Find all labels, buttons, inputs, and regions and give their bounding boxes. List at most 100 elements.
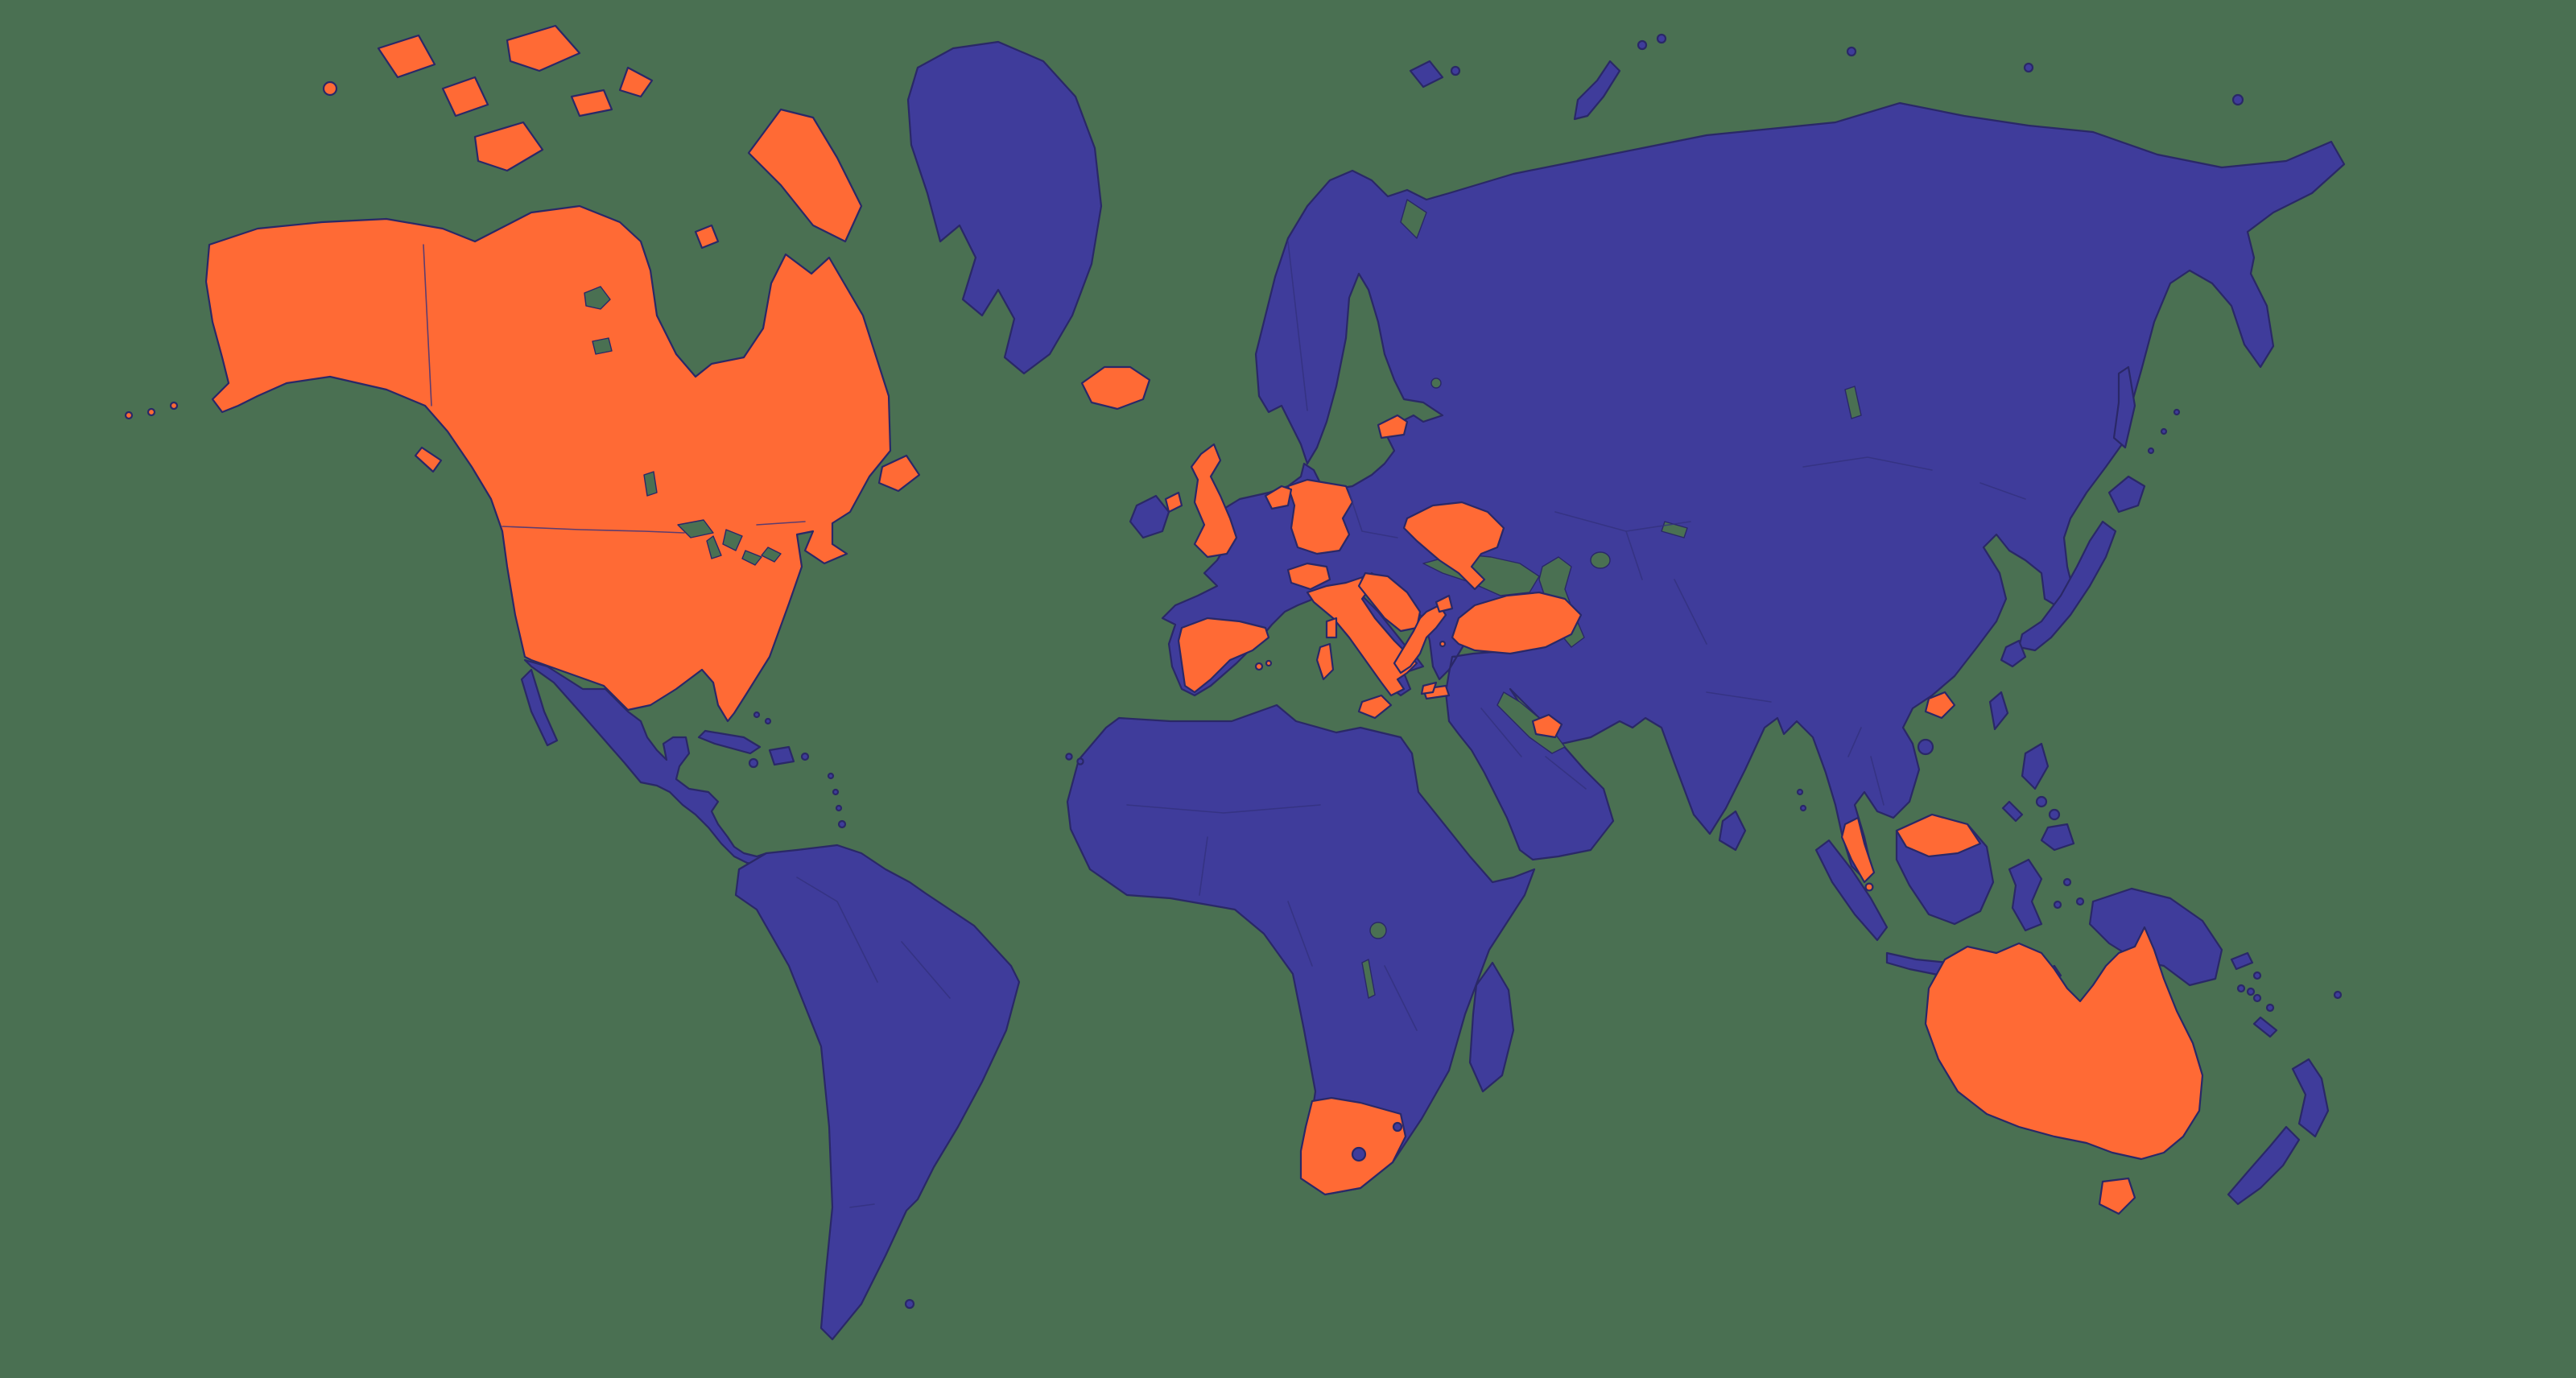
lake-winnipeg bbox=[643, 471, 658, 497]
region-svalbard bbox=[1409, 60, 1444, 89]
region-netherlands bbox=[1264, 485, 1293, 510]
region-africa bbox=[1066, 703, 1536, 1196]
region-taiwan bbox=[1988, 691, 2009, 731]
region-kuril-3 bbox=[2173, 408, 2181, 416]
great-slave-lake bbox=[592, 337, 613, 355]
region-fiji bbox=[2333, 990, 2343, 1000]
region-arctic-islet-3 bbox=[1846, 46, 1857, 57]
lake-ladoga bbox=[1430, 378, 1442, 389]
region-usa-canada bbox=[204, 204, 892, 723]
aral-sea bbox=[1590, 551, 1611, 569]
region-new-zealand-south bbox=[2227, 1125, 2301, 1206]
region-iceland bbox=[1080, 365, 1151, 411]
region-kuril-2 bbox=[2160, 427, 2168, 435]
region-vancouver-island bbox=[414, 446, 443, 473]
region-aleutian-1 bbox=[169, 401, 179, 411]
region-arctic-islet-1 bbox=[1637, 39, 1648, 51]
border-se-asia bbox=[1847, 727, 1885, 806]
region-antilles-1 bbox=[827, 772, 835, 780]
region-maluku-2 bbox=[2075, 897, 2085, 906]
white-sea bbox=[1400, 199, 1427, 239]
region-australia bbox=[1924, 926, 2204, 1161]
region-cuba bbox=[697, 729, 762, 755]
region-solomon-3 bbox=[2265, 1003, 2275, 1013]
region-bahamas-1 bbox=[753, 711, 761, 719]
region-solomon-1 bbox=[2236, 984, 2246, 993]
region-solomon-2 bbox=[2252, 993, 2262, 1003]
region-hong-kong bbox=[1924, 691, 1956, 720]
persian-gulf bbox=[1496, 691, 1566, 754]
region-novaya-zemlya bbox=[1573, 60, 1621, 121]
region-honshu bbox=[2017, 520, 2117, 652]
region-eswatini bbox=[1392, 1121, 1403, 1133]
border-scandinavia bbox=[1287, 241, 1308, 411]
border-central-asia bbox=[1554, 456, 2026, 703]
region-arctic-island-west bbox=[377, 34, 436, 79]
region-new-britain bbox=[2230, 951, 2254, 971]
region-vanuatu-1 bbox=[2246, 987, 2256, 996]
region-ireland bbox=[1129, 494, 1170, 539]
region-turkey-thrace bbox=[1435, 594, 1454, 613]
lake-huron bbox=[722, 529, 743, 551]
border-middle-east bbox=[1480, 708, 1587, 790]
region-svalbard-islet bbox=[1450, 65, 1461, 76]
border-south-america bbox=[796, 877, 951, 1208]
region-visayas-2 bbox=[2048, 808, 2061, 821]
region-great-britain bbox=[1190, 443, 1238, 559]
region-cyprus bbox=[1420, 681, 1438, 695]
region-hokkaido bbox=[2107, 475, 2146, 514]
region-baja-california bbox=[520, 668, 559, 747]
region-andaman-2 bbox=[1799, 804, 1807, 812]
region-victoria-island bbox=[473, 121, 544, 172]
region-malaysia-peninsula bbox=[1840, 816, 1876, 884]
region-arctic-islet-4 bbox=[2023, 62, 2034, 73]
region-new-guinea bbox=[2088, 887, 2223, 987]
region-ellesmere-island bbox=[506, 24, 581, 72]
region-hainan bbox=[1917, 738, 1934, 756]
border-eastern-europe bbox=[1348, 492, 1398, 538]
border-usa-canada bbox=[502, 521, 806, 534]
region-hispaniola bbox=[768, 745, 795, 766]
region-new-caledonia bbox=[2252, 1016, 2278, 1038]
region-bahamas-2 bbox=[764, 717, 772, 725]
lake-baikal bbox=[1844, 386, 1862, 419]
region-sri-lanka bbox=[1718, 810, 1747, 852]
lake-tanganyika bbox=[1361, 959, 1376, 999]
region-trinidad bbox=[837, 819, 847, 829]
lake-erie bbox=[741, 550, 762, 566]
region-puerto-rico bbox=[800, 752, 810, 761]
region-banks-island bbox=[441, 76, 489, 118]
region-aleutian-2 bbox=[147, 407, 156, 417]
region-slovenia-croatia-bosnia bbox=[1357, 571, 1422, 633]
region-maluku-1 bbox=[2062, 877, 2072, 887]
region-falkland-islands bbox=[904, 1298, 915, 1310]
region-southampton-island bbox=[694, 224, 720, 250]
region-uae bbox=[1531, 713, 1563, 739]
border-africa-north bbox=[1126, 804, 1418, 1031]
country-borders bbox=[423, 241, 2026, 1208]
region-palawan bbox=[2001, 800, 2024, 823]
region-antilles-3 bbox=[835, 804, 843, 812]
region-newfoundland bbox=[877, 454, 921, 493]
region-andaman-1 bbox=[1796, 788, 1804, 796]
region-ukraine bbox=[1402, 501, 1505, 591]
region-madagascar bbox=[1468, 961, 1515, 1093]
region-arctic-island-small bbox=[618, 66, 654, 98]
region-new-zealand-north bbox=[2291, 1058, 2330, 1138]
region-lesotho bbox=[1351, 1146, 1367, 1162]
region-estonia bbox=[1377, 414, 1409, 439]
region-visayas-1 bbox=[2035, 795, 2048, 808]
region-mindanao bbox=[2040, 823, 2075, 852]
region-mexico bbox=[523, 658, 768, 868]
region-canary-islet-1 bbox=[1065, 753, 1073, 761]
region-south-america bbox=[734, 844, 1021, 1341]
region-sumatra bbox=[1814, 839, 1889, 942]
region-sardinia bbox=[1315, 642, 1335, 681]
lake-victoria bbox=[1369, 922, 1387, 939]
region-singapore bbox=[1864, 882, 1874, 892]
border-alaska-yukon bbox=[423, 244, 432, 406]
region-corsica bbox=[1325, 617, 1338, 639]
region-kyushu bbox=[2000, 639, 2027, 668]
